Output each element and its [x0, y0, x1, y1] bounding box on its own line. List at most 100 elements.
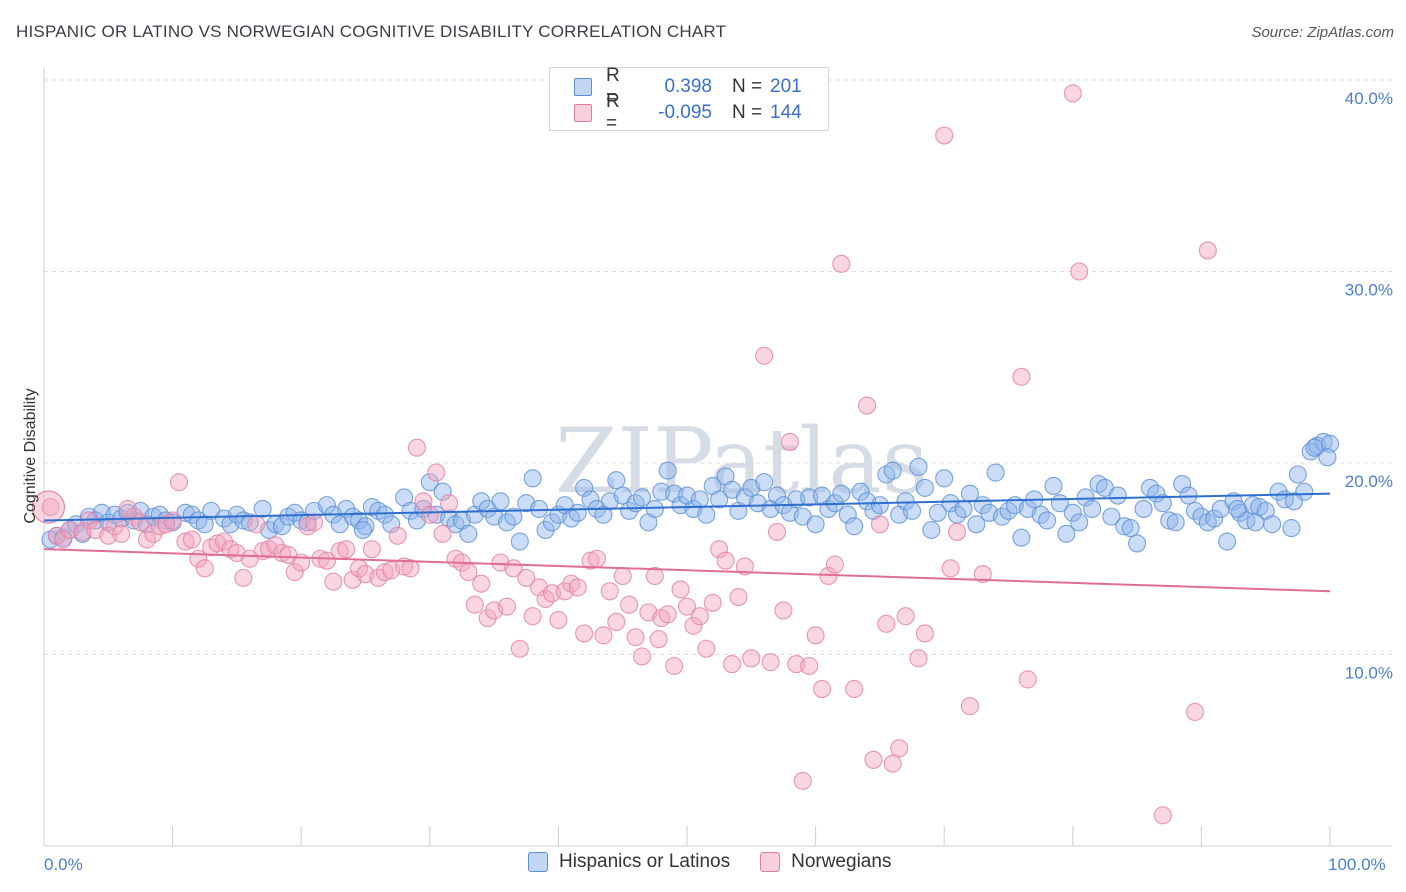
- data-point: [857, 396, 877, 415]
- data-point: [523, 469, 542, 488]
- data-point: [459, 524, 478, 543]
- data-point: [266, 536, 285, 555]
- data-point: [1185, 702, 1205, 722]
- data-point: [1115, 517, 1134, 536]
- trend-line: [43, 492, 1331, 522]
- data-point: [1070, 513, 1089, 532]
- data-point: [382, 515, 401, 534]
- y-tick-label: 20.0%: [1345, 472, 1393, 491]
- data-point: [800, 656, 819, 676]
- data-point: [902, 501, 922, 520]
- data-point: [767, 522, 787, 541]
- legend-row-norwegians: R = -0.095 N = 144: [574, 91, 802, 134]
- data-point: [41, 497, 60, 517]
- data-point: [395, 557, 414, 576]
- data-point: [472, 492, 491, 511]
- data-point: [883, 754, 902, 773]
- data-point: [649, 630, 668, 649]
- data-point: [941, 559, 960, 578]
- data-point: [890, 739, 909, 758]
- data-point: [1083, 499, 1102, 519]
- legend-n-label: N =: [732, 76, 763, 97]
- data-point: [1198, 241, 1217, 260]
- data-point: [144, 524, 163, 543]
- data-point: [864, 750, 883, 769]
- data-point: [472, 574, 491, 593]
- data-point: [690, 607, 709, 626]
- data-point: [632, 488, 652, 507]
- data-point: [1218, 532, 1237, 551]
- y-tick-labels: 10.0% 20.0% 30.0% 40.0%: [1345, 89, 1393, 683]
- data-point: [632, 647, 652, 666]
- data-point: [896, 607, 915, 626]
- data-point: [549, 610, 568, 630]
- data-point: [176, 532, 195, 551]
- data-point: [697, 639, 716, 658]
- data-point: [832, 254, 851, 273]
- data-point: [1153, 494, 1172, 513]
- data-point: [1076, 488, 1095, 507]
- trend-line: [43, 548, 1331, 593]
- data-point: [1070, 262, 1089, 281]
- data-point: [253, 499, 272, 519]
- data-point: [877, 614, 896, 633]
- data-point: [497, 597, 517, 616]
- data-point: [581, 490, 600, 509]
- legend-item-norwegians[interactable]: Norwegians: [760, 851, 891, 873]
- correlation-legend: R = 0.398 N = 201 R = -0.095 N = 144: [549, 65, 829, 134]
- data-point: [922, 520, 941, 540]
- data-point: [407, 438, 426, 457]
- legend-item-hispanics[interactable]: Hispanics or Latinos: [528, 851, 730, 873]
- data-point: [440, 494, 459, 513]
- data-point: [1284, 492, 1304, 511]
- data-point: [620, 501, 639, 520]
- data-point: [433, 482, 452, 501]
- legend-label: Norwegians: [791, 851, 892, 872]
- data-point: [182, 530, 201, 549]
- legend-n-label: N =: [732, 102, 763, 123]
- data-point: [1018, 670, 1037, 689]
- data-point: [767, 486, 787, 505]
- data-point: [285, 503, 304, 522]
- data-point: [337, 540, 356, 559]
- data-point: [626, 628, 645, 647]
- data-point: [1246, 513, 1265, 532]
- data-point: [954, 499, 973, 519]
- data-point: [755, 346, 774, 365]
- data-point: [594, 626, 613, 645]
- y-tick-label: 40.0%: [1345, 89, 1393, 108]
- data-point: [755, 473, 774, 492]
- legend-row-hispanics: R = 0.398 N = 201: [574, 65, 802, 108]
- data-point: [214, 532, 234, 551]
- data-point: [915, 478, 934, 497]
- data-point: [1134, 499, 1153, 519]
- data-point: [722, 655, 742, 674]
- data-point: [909, 649, 928, 668]
- data-point: [780, 432, 799, 451]
- data-point: [112, 524, 131, 543]
- data-point: [240, 513, 259, 532]
- data-point: [710, 540, 729, 559]
- data-point: [986, 463, 1005, 482]
- series-legend: Hispanics or Latinos Norwegians: [528, 851, 921, 873]
- data-point: [967, 515, 986, 534]
- data-point: [1318, 448, 1337, 467]
- data-point: [883, 461, 902, 480]
- chart-title: HISPANIC OR LATINO VS NORWEGIAN COGNITIV…: [16, 22, 727, 41]
- data-point: [324, 572, 343, 591]
- legend-swatch-blue: [528, 852, 548, 872]
- data-point: [491, 492, 510, 511]
- data-point: [510, 532, 529, 551]
- data-point: [716, 551, 735, 570]
- data-point: [530, 499, 549, 519]
- data-point: [960, 697, 979, 716]
- data-point: [388, 526, 407, 545]
- data-point: [973, 565, 992, 584]
- data-point: [375, 505, 394, 524]
- data-point: [517, 568, 536, 587]
- data-point: [163, 511, 182, 530]
- legend-label: Hispanics or Latinos: [559, 851, 731, 872]
- data-point: [665, 656, 684, 676]
- data-point: [845, 517, 864, 536]
